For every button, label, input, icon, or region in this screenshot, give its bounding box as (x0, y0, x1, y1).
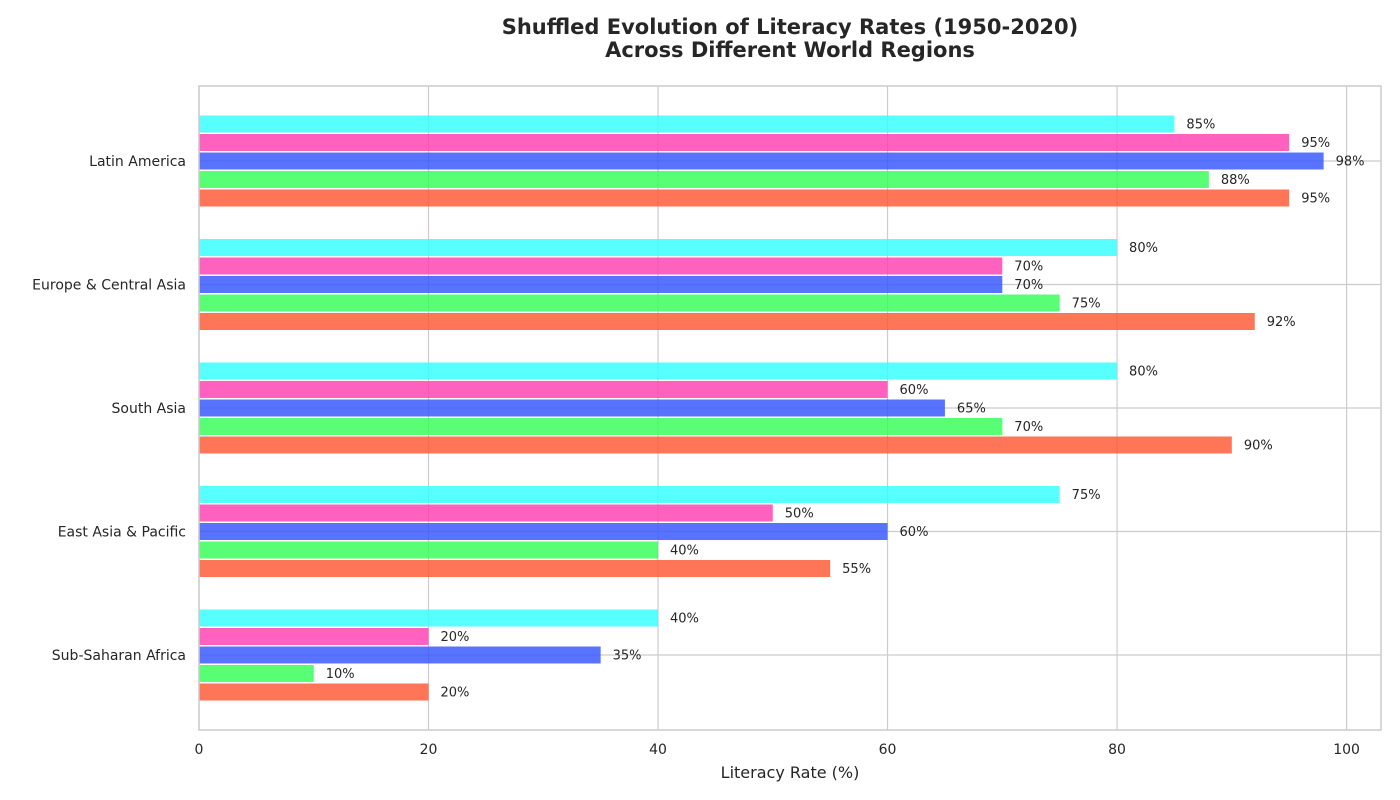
bar-value-label: 20% (441, 686, 470, 701)
bar-value-label: 98% (1336, 155, 1365, 170)
bar-value-label: 70% (1014, 278, 1043, 293)
bar (199, 362, 1118, 380)
x-tick-label: 80 (1108, 742, 1126, 758)
bar (199, 504, 773, 522)
bar-value-label: 80% (1129, 365, 1158, 380)
bar-value-label: 40% (670, 544, 699, 559)
bar-value-label: 20% (441, 630, 470, 645)
bar-value-label: 80% (1129, 241, 1158, 256)
bar-value-label: 65% (957, 402, 986, 417)
bar-value-label: 92% (1267, 315, 1296, 330)
bar-value-label: 95% (1301, 136, 1330, 151)
bar (199, 257, 1003, 275)
y-tick-label: Europe & Central Asia (32, 278, 186, 294)
bar (199, 541, 659, 559)
y-tick-label: East Asia & Pacific (58, 525, 186, 541)
y-tick-labels: Latin America Europe & Central Asia South … (32, 154, 186, 664)
bar-value-label: 90% (1244, 439, 1273, 454)
bar-value-label: 10% (326, 667, 355, 682)
bars (199, 115, 1324, 701)
chart-subtitle: Across Different World Regions (605, 38, 975, 62)
x-tick-label: 60 (879, 742, 897, 758)
x-tick-labels: 0 20 40 60 80 100 (195, 742, 1360, 758)
bar (199, 115, 1175, 133)
y-tick-label: Latin America (89, 154, 186, 170)
bar-value-label: 88% (1221, 173, 1250, 188)
x-axis-label: Literacy Rate (%) (721, 763, 860, 782)
x-tick-label: 40 (649, 742, 667, 758)
bar-value-label: 35% (613, 649, 642, 664)
bar (199, 628, 429, 645)
bar (199, 152, 1324, 170)
bar (199, 523, 888, 540)
bar-value-label: 70% (1014, 420, 1043, 435)
bar (199, 486, 1060, 503)
bar (199, 276, 1003, 293)
bar (199, 381, 888, 398)
plot-frame (198, 85, 1382, 731)
bar (199, 418, 1003, 435)
bar (199, 665, 314, 682)
bar-value-label: 50% (785, 507, 814, 522)
x-tick-label: 0 (195, 742, 204, 758)
y-tick-label: Sub-Saharan Africa (52, 648, 186, 664)
bar (199, 313, 1255, 330)
bar-value-label: 95% (1301, 192, 1330, 207)
bar (199, 436, 1232, 454)
bar (199, 646, 601, 664)
bar (199, 134, 1290, 151)
bar-value-label: 75% (1072, 488, 1101, 503)
bar (199, 171, 1209, 188)
bar (199, 683, 429, 701)
bar-value-label: 60% (900, 383, 929, 398)
bar-value-label: 75% (1072, 297, 1101, 312)
data-labels: 85% 95% 98% 88% 95% 80% 70% 70% 75% 92% 80% 60% 65% 7… (326, 118, 1365, 701)
bar (199, 399, 945, 417)
bar-value-label: 85% (1186, 118, 1215, 133)
bar-value-label: 40% (670, 612, 699, 627)
chart-title: Shuffled Evolution of Literacy Rates (19… (502, 15, 1079, 39)
bar-value-label: 70% (1014, 260, 1043, 275)
bar (199, 560, 831, 577)
bar-value-label: 55% (842, 562, 871, 577)
bar (199, 294, 1060, 312)
x-tick-label: 20 (420, 742, 438, 758)
x-tick-label: 100 (1333, 742, 1360, 758)
bar (199, 609, 659, 627)
bar (199, 189, 1290, 207)
bar-value-label: 60% (900, 525, 929, 540)
bar (199, 239, 1118, 256)
y-tick-label: South Asia (112, 401, 186, 417)
